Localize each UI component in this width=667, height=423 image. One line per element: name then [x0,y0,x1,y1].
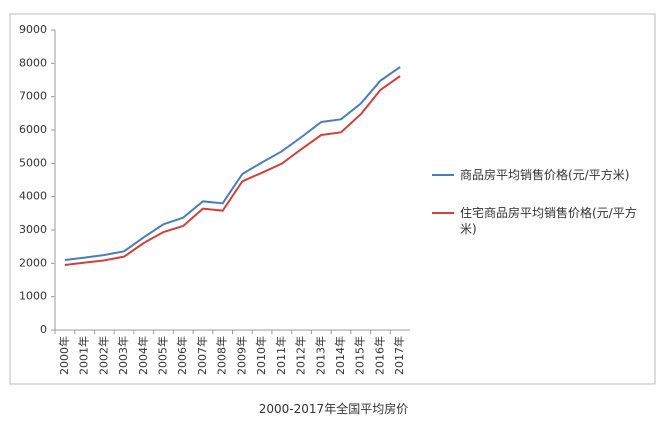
x-tick-label: 2014年 [333,336,347,375]
y-tick-label: 8000 [19,56,47,69]
x-tick-label: 2011年 [274,336,288,375]
x-tick-label: 2002年 [96,336,110,375]
legend-label: 商品房平均销售价格(元/平方米) [460,168,630,182]
y-tick-label: 5000 [19,156,47,169]
x-tick-label: 2013年 [313,336,327,375]
y-tick-label: 3000 [19,223,47,236]
x-tick-label: 2006年 [175,336,189,375]
x-tick-label: 2003年 [116,336,130,375]
x-tick-label: 2007年 [195,336,209,375]
series-line [64,75,401,266]
x-tick-label: 2005年 [155,336,169,375]
y-tick-label: 7000 [19,90,47,103]
x-tick-label: 2009年 [234,336,248,375]
y-tick-label: 1000 [19,290,47,303]
series-line [64,66,401,261]
x-tick-label: 2008年 [215,336,229,375]
y-tick-label: 2000 [19,256,47,269]
y-tick-label: 9000 [19,23,47,36]
x-tick-label: 2000年 [57,336,71,375]
legend-label: 住宅商品房平均销售价格(元/平方米) [460,206,637,236]
y-tick-label: 4000 [19,190,47,203]
x-tick-label: 2012年 [294,336,308,375]
x-tick-label: 2001年 [77,336,91,375]
y-tick-label: 6000 [19,123,47,136]
x-tick-label: 2010年 [254,336,268,375]
x-tick-label: 2017年 [392,336,406,375]
y-tick-label: 0 [40,323,47,336]
chart-frame [9,13,656,385]
x-tick-label: 2004年 [136,336,150,375]
x-tick-label: 2015年 [353,336,367,375]
caption: 2000-2017年全国平均房价 [258,402,409,416]
x-tick-label: 2016年 [372,336,386,375]
